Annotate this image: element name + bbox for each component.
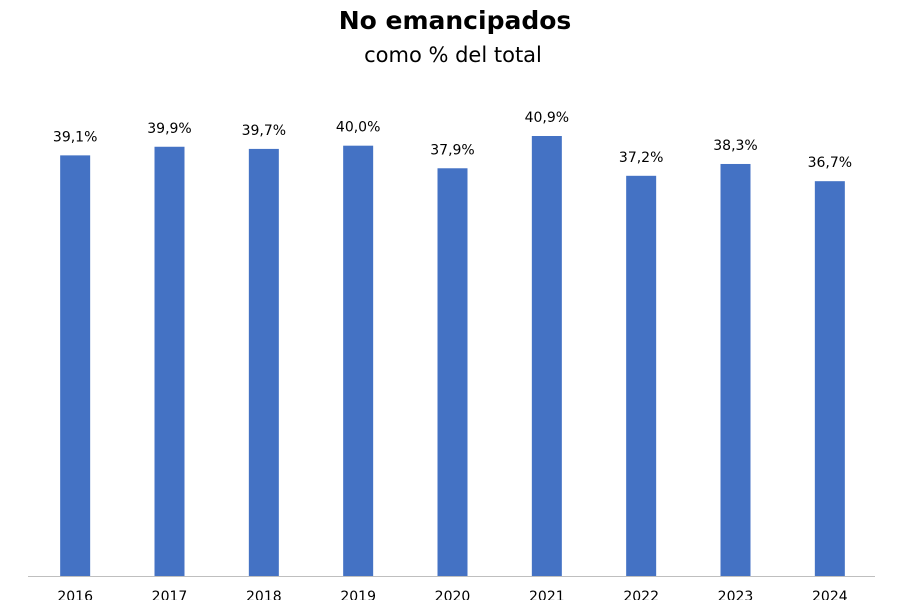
bar [626,175,657,577]
x-tick-label: 2022 [623,589,659,600]
value-label: 40,9% [525,110,569,126]
x-tick-label: 2018 [246,589,282,600]
bar [154,146,185,577]
bar [531,136,562,576]
value-label: 36,7% [808,155,852,171]
value-label: 37,9% [430,142,474,158]
value-label: 40,0% [336,120,380,136]
chart-title: No emancipados [339,6,572,35]
x-tick-label: 2016 [57,589,93,600]
x-tick-label: 2023 [718,589,754,600]
x-tick-label: 2019 [340,589,376,600]
value-label: 39,9% [147,121,191,137]
bar [720,163,751,577]
chart-subtitle: como % del total [364,43,542,67]
x-tick-label: 2021 [529,589,565,600]
value-label: 38,3% [713,138,757,154]
bar [248,148,279,576]
bar [343,145,374,577]
x-tick-label: 2020 [435,589,471,600]
x-tick-label: 2017 [152,589,188,600]
value-label: 39,1% [53,129,97,145]
value-label: 37,2% [619,150,663,166]
bar [60,155,91,576]
bar [437,168,468,576]
x-tick-label: 2024 [812,589,848,600]
bar [814,181,845,576]
value-label: 39,7% [242,123,286,139]
